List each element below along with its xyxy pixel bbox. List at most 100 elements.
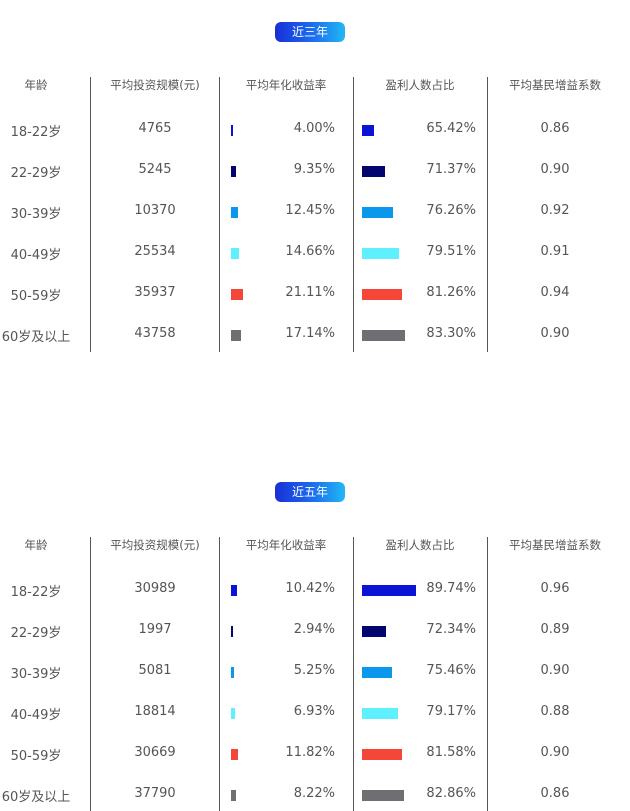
header-coefficient: 平均基民增益系数: [509, 538, 601, 552]
win-ratio-value: 83.30%: [426, 326, 476, 341]
return-bar: [231, 207, 239, 218]
column-divider: [487, 77, 488, 352]
coefficient-value: 0.96: [540, 581, 570, 596]
scale-value: 18814: [134, 704, 176, 719]
win-ratio-bar: [362, 585, 416, 596]
age-label: 22-29岁: [10, 166, 62, 181]
win-ratio-value: 81.58%: [426, 745, 476, 760]
win-ratio-bar: [362, 289, 402, 300]
return-bar: [231, 667, 234, 678]
return-value: 2.94%: [293, 622, 335, 637]
return-value: 11.82%: [285, 745, 335, 760]
return-bar: [231, 248, 240, 259]
header-scale: 平均投资规模(元): [110, 78, 200, 92]
return-bar: [231, 125, 234, 136]
coefficient-value: 0.90: [540, 663, 570, 678]
return-value: 17.14%: [285, 326, 335, 341]
return-value: 5.25%: [293, 663, 335, 678]
return-value: 10.42%: [285, 581, 335, 596]
return-bar: [231, 708, 235, 719]
coefficient-value: 0.92: [540, 203, 570, 218]
header-coefficient: 平均基民增益系数: [509, 78, 601, 92]
return-bar: [231, 330, 241, 341]
header-return: 平均年化收益率: [245, 78, 327, 92]
win-ratio-bar: [362, 626, 387, 637]
column-divider: [353, 77, 354, 352]
coefficient-value: 0.86: [540, 786, 570, 801]
win-ratio-bar: [362, 248, 399, 259]
period-badge: 近三年: [275, 22, 345, 42]
win-ratio-bar: [362, 125, 375, 136]
win-ratio-value: 79.17%: [426, 704, 476, 719]
win-ratio-bar: [362, 166, 385, 177]
column-divider: [219, 537, 220, 811]
age-label: 30-39岁: [10, 667, 62, 682]
age-label: 50-59岁: [10, 749, 62, 764]
coefficient-value: 0.89: [540, 622, 570, 637]
scale-value: 30669: [134, 745, 176, 760]
column-divider: [90, 537, 91, 811]
header-win-ratio: 盈利人数占比: [385, 78, 455, 92]
win-ratio-bar: [362, 330, 405, 341]
scale-value: 5245: [138, 162, 172, 177]
return-bar: [231, 749, 238, 760]
win-ratio-bar: [362, 790, 405, 801]
header-scale: 平均投资规模(元): [110, 538, 200, 552]
age-label: 18-22岁: [10, 585, 62, 600]
coefficient-value: 0.90: [540, 745, 570, 760]
scale-value: 37790: [134, 786, 176, 801]
table-body: 18-22岁 4765 4.00% 65.42% 0.86 22-29岁 5245 9.35%…: [0, 0, 630, 370]
column-divider: [90, 77, 91, 352]
win-ratio-value: 72.34%: [426, 622, 476, 637]
table-section-3y: 近三年 年龄 平均投资规模(元) 平均年化收益率 盈利人数占比 平均基民增益系数…: [0, 0, 630, 370]
age-label: 60岁及以上: [1, 330, 71, 345]
win-ratio-value: 82.86%: [426, 786, 476, 801]
scale-value: 5081: [138, 663, 172, 678]
scale-value: 10370: [134, 203, 176, 218]
return-bar: [231, 289, 243, 300]
win-ratio-bar: [362, 667, 392, 678]
win-ratio-value: 89.74%: [426, 581, 476, 596]
win-ratio-value: 65.42%: [426, 121, 476, 136]
scale-value: 30989: [134, 581, 176, 596]
win-ratio-value: 81.26%: [426, 285, 476, 300]
header-return: 平均年化收益率: [245, 538, 327, 552]
win-ratio-value: 75.46%: [426, 663, 476, 678]
return-value: 9.35%: [293, 162, 335, 177]
scale-value: 25534: [134, 244, 176, 259]
win-ratio-value: 71.37%: [426, 162, 476, 177]
age-label: 50-59岁: [10, 289, 62, 304]
return-value: 14.66%: [285, 244, 335, 259]
return-bar: [231, 585, 237, 596]
coefficient-value: 0.94: [540, 285, 570, 300]
age-label: 60岁及以上: [1, 790, 71, 805]
age-label: 40-49岁: [10, 708, 62, 723]
return-bar: [231, 166, 237, 177]
return-value: 21.11%: [285, 285, 335, 300]
age-label: 18-22岁: [10, 125, 62, 140]
win-ratio-value: 79.51%: [426, 244, 476, 259]
header-age: 年龄: [24, 78, 48, 92]
coefficient-value: 0.90: [540, 326, 570, 341]
period-badge: 近五年: [275, 482, 345, 502]
return-value: 12.45%: [285, 203, 335, 218]
scale-value: 35937: [134, 285, 176, 300]
return-value: 4.00%: [293, 121, 335, 136]
win-ratio-bar: [362, 207, 393, 218]
win-ratio-bar: [362, 749, 402, 760]
coefficient-value: 0.90: [540, 162, 570, 177]
scale-value: 4765: [138, 121, 172, 136]
return-bar: [231, 790, 236, 801]
table-body: 18-22岁 30989 10.42% 89.74% 0.96 22-29岁 1997 2.9…: [0, 460, 630, 811]
header-win-ratio: 盈利人数占比: [385, 538, 455, 552]
age-label: 22-29岁: [10, 626, 62, 641]
coefficient-value: 0.88: [540, 704, 570, 719]
scale-value: 1997: [138, 622, 172, 637]
scale-value: 43758: [134, 326, 176, 341]
return-bar: [231, 626, 233, 637]
coefficient-value: 0.86: [540, 121, 570, 136]
win-ratio-value: 76.26%: [426, 203, 476, 218]
header-age: 年龄: [24, 538, 48, 552]
table-section-5y: 近五年 年龄 平均投资规模(元) 平均年化收益率 盈利人数占比 平均基民增益系数…: [0, 460, 630, 811]
win-ratio-bar: [362, 708, 398, 719]
